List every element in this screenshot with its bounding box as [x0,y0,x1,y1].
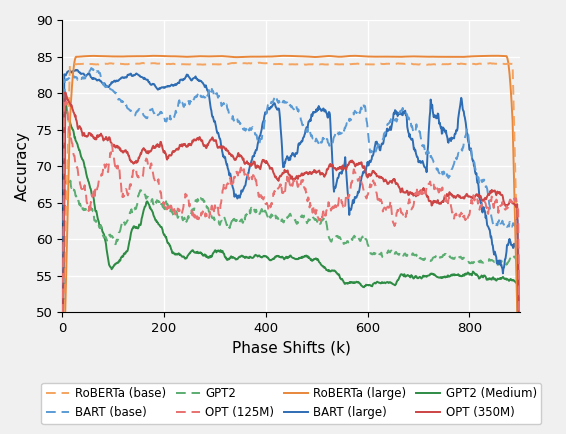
Legend: RoBERTa (base), BART (base), GPT2, OPT (125M), RoBERTa (large), BART (large), GP: RoBERTa (base), BART (base), GPT2, OPT (… [41,383,541,424]
X-axis label: Phase Shifts (k): Phase Shifts (k) [232,341,351,356]
Y-axis label: Accuracy: Accuracy [15,131,30,201]
